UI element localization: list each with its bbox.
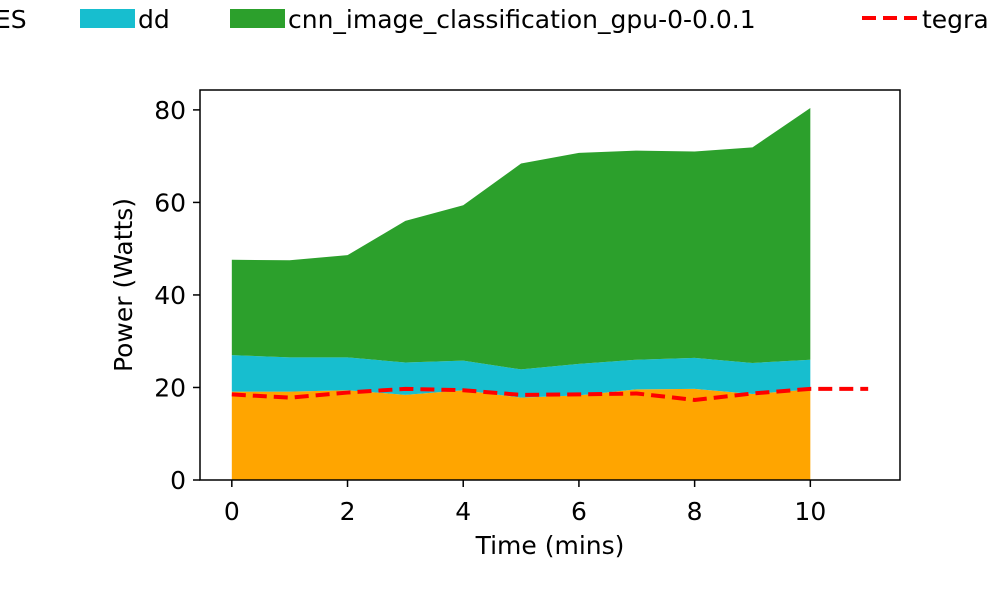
legend-label: tegra — [922, 5, 989, 34]
area-es — [231, 388, 811, 480]
line-series — [231, 386, 869, 402]
x-tick-label: 8 — [687, 497, 703, 526]
x-axis-label: Time (mins) — [475, 531, 625, 560]
legend-label: ES — [0, 5, 27, 34]
x-tick-label: 2 — [340, 497, 356, 526]
line-tegra — [231, 386, 869, 402]
y-tick-label: 80 — [154, 96, 186, 125]
y-tick-label: 60 — [154, 188, 186, 217]
stacked-areas — [231, 108, 811, 480]
x-tick-label: 4 — [455, 497, 471, 526]
plot-frame — [199, 89, 901, 481]
legend: ES dd cnn_image_classification_gpu-0-0.0.1… — [0, 5, 989, 34]
x-tick-label: 0 — [224, 497, 240, 526]
legend-item-dd: dd — [80, 5, 170, 34]
area-cnn-image-classification-gpu-0-0-0-1 — [231, 108, 811, 370]
x-tick-label: 6 — [571, 497, 587, 526]
legend-swatch — [230, 9, 285, 28]
y-axis-label: Power (Watts) — [109, 198, 138, 372]
x-tick-label: 10 — [794, 497, 826, 526]
area-dd — [231, 355, 811, 398]
y-tick-label: 20 — [154, 373, 186, 402]
legend-item-tegra: tegra — [862, 5, 989, 34]
y-axis-ticks: 0 20 40 60 80 — [154, 96, 200, 495]
x-axis-ticks: 0 2 4 6 8 10 — [224, 480, 826, 526]
legend-item-cnn-image-classification-gpu-0-0-0-1: cnn_image_classification_gpu-0-0.0.1 — [230, 5, 756, 34]
legend-label: dd — [138, 5, 170, 34]
y-tick-label: 40 — [154, 281, 186, 310]
y-tick-label: 0 — [170, 466, 186, 495]
legend-label: cnn_image_classification_gpu-0-0.0.1 — [288, 5, 756, 34]
legend-swatch — [80, 9, 135, 28]
legend-item-es: ES — [0, 5, 27, 34]
